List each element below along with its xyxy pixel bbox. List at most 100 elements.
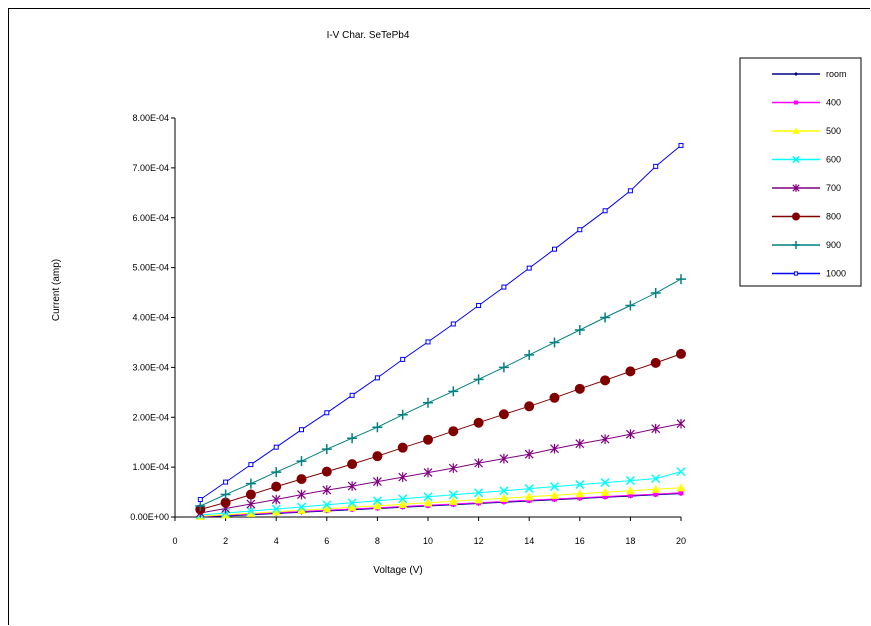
- data-point: [676, 274, 686, 285]
- series-line: [200, 145, 682, 500]
- x-tick-label: 20: [676, 536, 686, 546]
- data-point: [792, 212, 800, 221]
- y-tick-label: 2.00E-04: [132, 412, 169, 422]
- x-tick-label: 12: [474, 536, 484, 546]
- data-point: [246, 499, 256, 509]
- x-tick-label: 14: [524, 536, 534, 546]
- x-tick-label: 16: [575, 536, 585, 546]
- data-point: [600, 375, 611, 386]
- data-point: [220, 497, 231, 508]
- data-point: [423, 467, 433, 478]
- data-point: [651, 474, 661, 484]
- data-point: [425, 339, 431, 345]
- data-point: [271, 504, 281, 514]
- data-point: [474, 458, 484, 468]
- data-point: [322, 485, 332, 495]
- data-point: [627, 492, 633, 498]
- legend-entry-400: 400: [772, 98, 841, 108]
- data-point: [498, 362, 509, 373]
- data-point: [349, 392, 355, 398]
- data-point: [397, 442, 408, 453]
- data-point: [600, 312, 611, 323]
- data-point: [676, 467, 686, 477]
- data-point: [676, 348, 686, 359]
- data-point: [423, 498, 433, 507]
- data-point: [792, 155, 800, 164]
- data-point: [347, 502, 357, 511]
- data-point: [550, 490, 559, 499]
- data-point: [297, 489, 306, 500]
- data-point: [372, 422, 383, 433]
- data-point: [550, 443, 559, 454]
- data-point: [524, 401, 535, 412]
- data-point: [524, 484, 534, 494]
- data-point: [195, 501, 206, 512]
- x-tick-label: 2: [223, 536, 228, 546]
- data-point: [398, 472, 408, 482]
- data-point: [524, 449, 534, 459]
- data-point: [400, 356, 406, 362]
- series-line: [200, 471, 682, 516]
- data-point: [321, 466, 332, 477]
- data-point: [372, 451, 383, 462]
- data-point: [246, 508, 256, 517]
- data-point: [501, 284, 507, 290]
- data-point: [271, 467, 282, 478]
- series-500: [195, 483, 686, 520]
- legend-box: [739, 57, 862, 287]
- data-point: [651, 484, 661, 493]
- data-point: [526, 265, 532, 271]
- legend-label: 800: [826, 212, 841, 222]
- legend-entry-500: 500: [772, 126, 841, 136]
- data-point: [499, 453, 509, 464]
- data-point: [498, 409, 509, 420]
- data-point: [347, 481, 357, 491]
- x-tick-label: 6: [324, 536, 329, 546]
- y-tick-label: 7.00E-04: [132, 163, 169, 173]
- data-point: [577, 227, 583, 233]
- axes: 0.00E+00 1.00E-04 2.00E-04 3.00E-04 4.00E-04…: [130, 113, 686, 546]
- data-point: [625, 486, 635, 495]
- chart-frame: [8, 8, 870, 625]
- data-point: [322, 504, 332, 513]
- legend-label: 1000: [826, 269, 846, 279]
- data-point: [793, 271, 799, 276]
- y-tick-label: 5.00E-04: [132, 263, 169, 273]
- data-point: [448, 463, 458, 473]
- data-point: [653, 163, 659, 169]
- y-tick-label: 1.00E-04: [132, 462, 169, 472]
- data-point: [271, 481, 282, 492]
- data-point: [552, 496, 557, 502]
- data-point: [324, 410, 330, 416]
- data-point: [220, 489, 231, 500]
- legend-entry-800: 800: [772, 212, 841, 222]
- data-point: [245, 478, 256, 489]
- data-point: [627, 188, 633, 194]
- data-point: [372, 496, 382, 506]
- data-point: [625, 366, 636, 377]
- data-point: [398, 499, 408, 508]
- y-tick-label: 3.00E-04: [132, 362, 169, 372]
- legend-entry-room: room: [772, 69, 847, 79]
- data-point: [398, 494, 408, 504]
- series-900: [195, 274, 686, 512]
- data-point: [650, 288, 661, 299]
- series-1000: [197, 142, 684, 503]
- data-point: [397, 409, 408, 420]
- data-point: [524, 492, 534, 501]
- data-point: [625, 300, 636, 311]
- data-point: [197, 497, 203, 503]
- data-point: [651, 423, 661, 434]
- legend-entry-600: 600: [772, 155, 841, 165]
- data-point: [794, 100, 798, 105]
- data-point: [575, 480, 585, 490]
- data-point: [602, 208, 608, 214]
- data-point: [271, 494, 281, 505]
- data-point: [678, 490, 684, 496]
- y-tick-label: 8.00E-04: [132, 113, 169, 123]
- x-tick-label: 18: [625, 536, 635, 546]
- series-room: [197, 491, 684, 520]
- data-point: [374, 375, 380, 381]
- data-point: [423, 434, 433, 445]
